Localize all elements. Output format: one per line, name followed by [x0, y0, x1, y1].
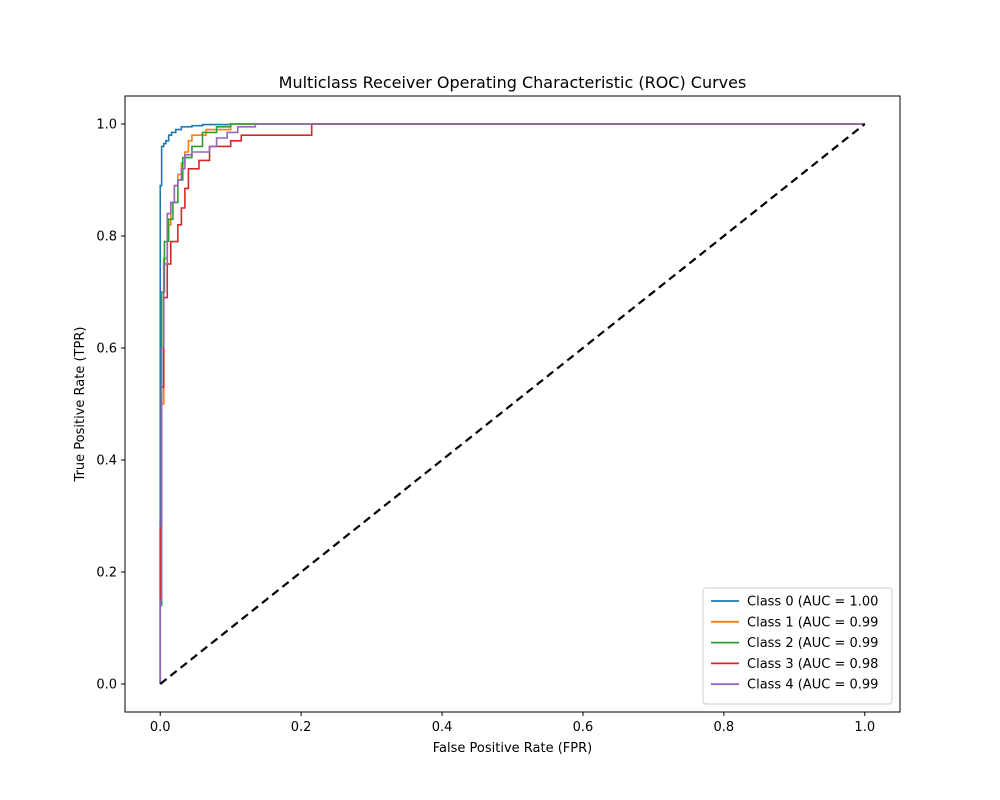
x-tick-label: 1.0 [854, 720, 875, 735]
x-tick-label: 0.2 [291, 720, 312, 735]
y-tick-label: 0.8 [96, 230, 117, 245]
y-axis: 0.0 0.2 0.4 0.6 0.8 1.0 [96, 118, 125, 693]
legend: Class 0 (AUC = 1.00 Class 1 (AUC = 0.99 Cl… [702, 587, 893, 705]
y-tick-label: 0.4 [96, 454, 117, 469]
y-tick-label: 1.0 [96, 118, 117, 133]
legend-label-class-4: Class 4 (AUC = 0.99 [747, 678, 878, 693]
x-axis: 0.0 0.2 0.4 0.6 0.8 1.0 [150, 712, 875, 735]
x-axis-label: False Positive Rate (FPR) [433, 741, 592, 756]
legend-box [702, 587, 893, 705]
roc-curve-class-4 [159, 123, 865, 684]
x-tick-label: 0.0 [150, 720, 171, 735]
legend-label-class-0: Class 0 (AUC = 1.00 [747, 595, 878, 610]
y-tick-label: 0.0 [96, 678, 117, 693]
plot-area-frame [124, 95, 901, 713]
legend-label-class-3: Class 3 (AUC = 0.98 [747, 657, 878, 672]
y-axis-label: True Positive Rate (TPR) [73, 327, 88, 483]
x-tick-label: 0.4 [432, 720, 453, 735]
chance-diagonal-line [159, 123, 866, 685]
roc-curve-class-0 [159, 123, 865, 684]
chart-title: Multiclass Receiver Operating Characteri… [279, 73, 747, 92]
legend-label-class-2: Class 2 (AUC = 0.99 [747, 636, 878, 651]
y-tick-label: 0.2 [96, 566, 117, 581]
x-tick-label: 0.8 [714, 720, 735, 735]
x-tick-label: 0.6 [573, 720, 594, 735]
y-tick-label: 0.6 [96, 342, 117, 357]
legend-label-class-1: Class 1 (AUC = 0.99 [747, 615, 878, 630]
